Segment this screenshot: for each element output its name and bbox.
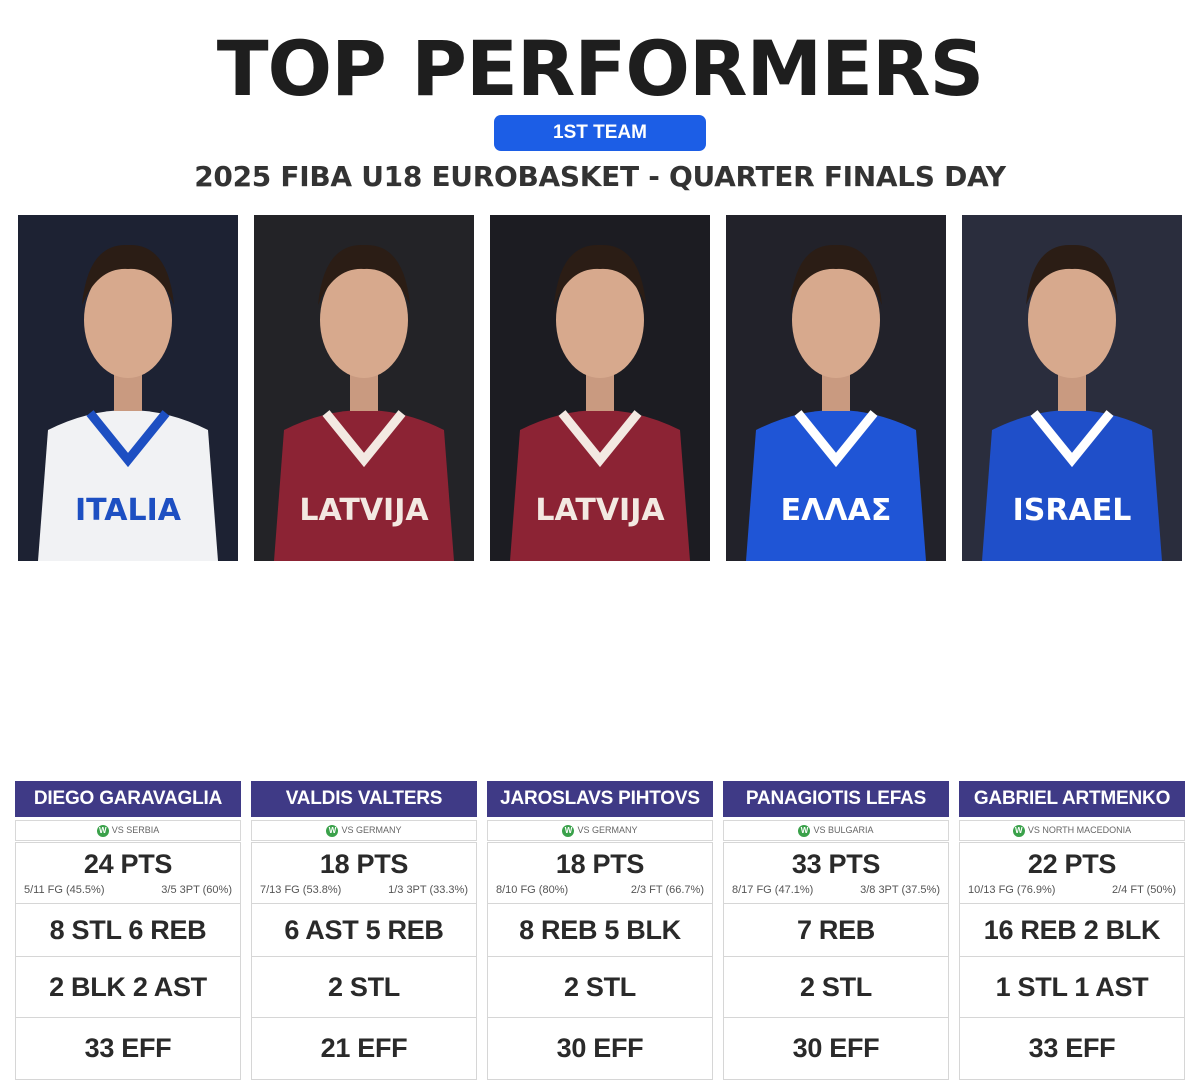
player-photo: ISRAEL bbox=[962, 215, 1182, 561]
opponent-label: VS GERMANY bbox=[341, 825, 402, 835]
svg-text:LATVIJA: LATVIJA bbox=[535, 493, 665, 528]
stat-line-3: 2 STL bbox=[327, 972, 400, 1002]
shooting-left: 8/17 FG (47.1%) bbox=[732, 884, 814, 896]
efficiency-line-cell: 30 EFF bbox=[488, 1018, 712, 1079]
win-icon: W bbox=[326, 824, 339, 837]
stat-line-2: 8 REB 5 BLK bbox=[519, 915, 681, 945]
stat-box: 24 PTS 5/11 FG (45.5%) 3/5 3PT (60%) 8 STL … bbox=[15, 842, 241, 1080]
stat-line-2: 6 AST 5 REB bbox=[284, 915, 444, 945]
svg-text:ΕΛΛΑΣ: ΕΛΛΑΣ bbox=[781, 493, 892, 528]
stat-line-2-cell: 7 REB bbox=[724, 904, 948, 957]
player-photo: LATVIJA bbox=[490, 215, 710, 561]
stat-line-3-cell: 1 STL 1 AST bbox=[960, 957, 1184, 1018]
player-image: ISRAEL bbox=[962, 215, 1182, 561]
win-icon: W bbox=[1012, 824, 1025, 837]
player-name: DIEGO GARAVAGLIA bbox=[15, 781, 241, 817]
stat-line-2: 16 REB 2 BLK bbox=[983, 915, 1161, 945]
points-value: 24 PTS bbox=[83, 849, 173, 879]
shooting-left: 8/10 FG (80%) bbox=[496, 884, 569, 896]
player-photo: LATVIJA bbox=[254, 215, 474, 561]
stat-line-3-cell: 2 STL bbox=[488, 957, 712, 1018]
stat-line-3: 2 BLK 2 AST bbox=[49, 972, 207, 1002]
opponent-row: W VS NORTH MACEDONIA bbox=[959, 820, 1185, 841]
stat-line-2: 7 REB bbox=[796, 915, 876, 945]
player-image: ΕΛΛΑΣ bbox=[726, 215, 946, 561]
points-value: 18 PTS bbox=[555, 849, 645, 879]
player-name: JAROSLAVS PIHTOVS bbox=[487, 781, 713, 817]
stat-line-3: 1 STL 1 AST bbox=[995, 972, 1149, 1002]
shooting-right: 2/3 FT (66.7%) bbox=[630, 884, 704, 896]
opponent-row: W VS SERBIA bbox=[15, 820, 241, 841]
efficiency-line-cell: 30 EFF bbox=[724, 1018, 948, 1079]
shooting-left: 10/13 FG (76.9%) bbox=[968, 884, 1056, 896]
points-value: 18 PTS bbox=[319, 849, 409, 879]
efficiency-line: 30 EFF bbox=[792, 1033, 880, 1063]
win-icon: W bbox=[96, 824, 109, 837]
efficiency-line: 33 EFF bbox=[1028, 1033, 1116, 1063]
points-value: 22 PTS bbox=[1027, 849, 1117, 879]
points-cell: 22 PTS 10/13 FG (76.9%) 2/4 FT (50%) bbox=[960, 843, 1184, 904]
efficiency-line-cell: 21 EFF bbox=[252, 1018, 476, 1079]
opponent-label: VS SERBIA bbox=[111, 825, 160, 835]
page-title: TOP PERFORMERS bbox=[216, 24, 985, 113]
player-photo: ITALIA bbox=[18, 215, 238, 561]
stat-box: 22 PTS 10/13 FG (76.9%) 2/4 FT (50%) 16 REB… bbox=[959, 842, 1185, 1080]
shooting-right: 3/5 3PT (60%) bbox=[161, 884, 232, 896]
svg-text:ISRAEL: ISRAEL bbox=[1013, 493, 1132, 528]
player-name: PANAGIOTIS LEFAS bbox=[723, 781, 949, 817]
player-image: LATVIJA bbox=[490, 215, 710, 561]
player-name: VALDIS VALTERS bbox=[251, 781, 477, 817]
efficiency-line-cell: 33 EFF bbox=[16, 1018, 240, 1079]
player-image: LATVIJA bbox=[254, 215, 474, 561]
stat-box: 18 PTS 8/10 FG (80%) 2/3 FT (66.7%) 8 REB 5… bbox=[487, 842, 713, 1080]
points-cell: 18 PTS 8/10 FG (80%) 2/3 FT (66.7%) bbox=[488, 843, 712, 904]
stat-line-3: 2 STL bbox=[799, 972, 872, 1002]
shooting-right: 2/4 FT (50%) bbox=[1112, 884, 1176, 896]
stat-line-3-cell: 2 STL bbox=[252, 957, 476, 1018]
points-value: 33 PTS bbox=[791, 849, 881, 879]
efficiency-line: 21 EFF bbox=[320, 1033, 408, 1063]
points-cell: 33 PTS 8/17 FG (47.1%) 3/8 3PT (37.5%) bbox=[724, 843, 948, 904]
opponent-label: VS BULGARIA bbox=[813, 825, 874, 835]
win-icon: W bbox=[562, 824, 575, 837]
player-photo: ΕΛΛΑΣ bbox=[726, 215, 946, 561]
svg-text:ITALIA: ITALIA bbox=[75, 493, 182, 528]
opponent-row: W VS GERMANY bbox=[487, 820, 713, 841]
shooting-left: 5/11 FG (45.5%) bbox=[24, 884, 105, 896]
stat-line-2-cell: 6 AST 5 REB bbox=[252, 904, 476, 957]
efficiency-line-cell: 33 EFF bbox=[960, 1018, 1184, 1079]
stat-line-3-cell: 2 BLK 2 AST bbox=[16, 957, 240, 1018]
shooting-left: 7/13 FG (53.8%) bbox=[260, 884, 342, 896]
opponent-row: W VS GERMANY bbox=[251, 820, 477, 841]
efficiency-line: 33 EFF bbox=[84, 1033, 172, 1063]
shooting-right: 3/8 3PT (37.5%) bbox=[860, 884, 940, 896]
event-subtitle: 2025 FIBA U18 EUROBASKET - QUARTER FINAL… bbox=[194, 160, 1006, 193]
opponent-label: VS GERMANY bbox=[577, 825, 638, 835]
stat-line-3-cell: 2 STL bbox=[724, 957, 948, 1018]
stat-box: 18 PTS 7/13 FG (53.8%) 1/3 3PT (33.3%) 6 AS… bbox=[251, 842, 477, 1080]
team-badge: 1ST TEAM bbox=[494, 115, 706, 151]
player-image: ITALIA bbox=[18, 215, 238, 561]
stat-line-2-cell: 8 STL 6 REB bbox=[16, 904, 240, 957]
stat-line-3: 2 STL bbox=[563, 972, 636, 1002]
stat-line-2-cell: 8 REB 5 BLK bbox=[488, 904, 712, 957]
svg-text:LATVIJA: LATVIJA bbox=[299, 493, 429, 528]
stat-box: 33 PTS 8/17 FG (47.1%) 3/8 3PT (37.5%) 7 RE… bbox=[723, 842, 949, 1080]
player-name: GABRIEL ARTMENKO bbox=[959, 781, 1185, 817]
win-icon: W bbox=[798, 824, 811, 837]
points-cell: 18 PTS 7/13 FG (53.8%) 1/3 3PT (33.3%) bbox=[252, 843, 476, 904]
stat-line-2: 8 STL 6 REB bbox=[49, 915, 207, 945]
stat-line-2-cell: 16 REB 2 BLK bbox=[960, 904, 1184, 957]
points-cell: 24 PTS 5/11 FG (45.5%) 3/5 3PT (60%) bbox=[16, 843, 240, 904]
opponent-row: W VS BULGARIA bbox=[723, 820, 949, 841]
shooting-right: 1/3 3PT (33.3%) bbox=[388, 884, 468, 896]
efficiency-line: 30 EFF bbox=[556, 1033, 644, 1063]
opponent-label: VS NORTH MACEDONIA bbox=[1027, 825, 1132, 835]
